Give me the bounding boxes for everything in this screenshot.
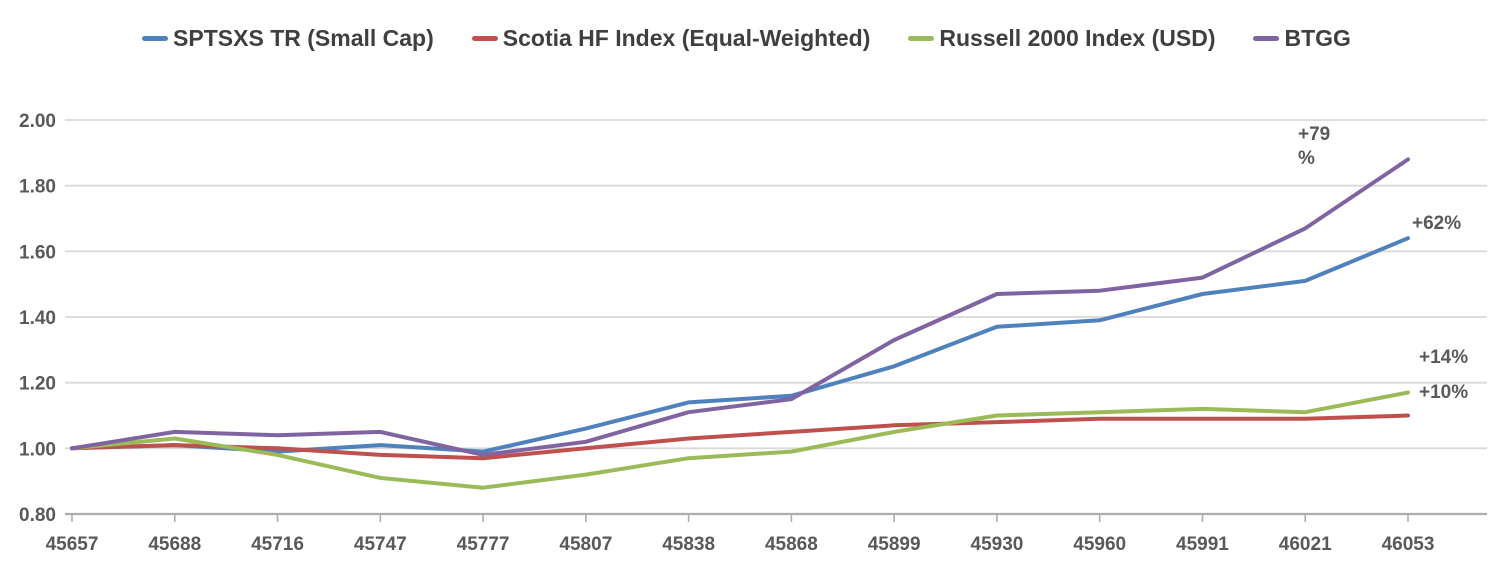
x-tick-label: 45838 bbox=[662, 534, 715, 555]
x-tick-label: 45777 bbox=[457, 534, 510, 555]
chart-legend: SPTSXS TR (Small Cap) Scotia HF Index (Eq… bbox=[0, 25, 1493, 52]
y-tick-label: 1.60 bbox=[19, 242, 56, 263]
y-tick-label: 0.80 bbox=[19, 505, 56, 526]
x-axis-ticks bbox=[71, 514, 1409, 522]
y-tick-label: 1.20 bbox=[19, 374, 56, 395]
x-tick-label: 46053 bbox=[1382, 534, 1435, 555]
x-tick-label: 45657 bbox=[46, 534, 99, 555]
legend-swatch-icon bbox=[471, 36, 498, 41]
data-label-annotation-0: +79 % bbox=[1298, 124, 1331, 169]
legend-label: Russell 2000 Index (USD) bbox=[939, 25, 1216, 51]
y-tick-label: 1.80 bbox=[19, 177, 56, 198]
legend-item-2: Russell 2000 Index (USD) bbox=[908, 25, 1215, 52]
y-tick-label: 2.00 bbox=[19, 111, 56, 132]
legend-label: Scotia HF Index (Equal-Weighted) bbox=[502, 25, 871, 51]
legend-swatch-icon bbox=[142, 36, 169, 41]
legend-label: BTGG bbox=[1284, 25, 1351, 51]
x-tick-label: 45899 bbox=[868, 534, 921, 555]
x-tick-label: 45930 bbox=[971, 534, 1024, 555]
x-tick-label: 45747 bbox=[354, 534, 407, 555]
x-tick-label: 45716 bbox=[251, 534, 304, 555]
data-label-annotation-2: +14% bbox=[1419, 347, 1469, 368]
series-line-russell-2000-index-usd bbox=[70, 390, 1410, 490]
legend-swatch-icon bbox=[1253, 36, 1280, 41]
legend-swatch-icon bbox=[908, 36, 935, 41]
data-label-annotation-1: +62% bbox=[1412, 213, 1462, 234]
y-tick-label: 1.40 bbox=[19, 308, 56, 329]
x-tick-label: 45960 bbox=[1073, 534, 1126, 555]
legend-label: SPTSXS TR (Small Cap) bbox=[173, 25, 434, 51]
x-tick-label: 45991 bbox=[1176, 534, 1229, 555]
legend-item-1: Scotia HF Index (Equal-Weighted) bbox=[471, 25, 871, 52]
data-label-annotation-3: +10% bbox=[1419, 382, 1469, 403]
x-tick-label: 45688 bbox=[148, 534, 201, 555]
series-line-scotia-hf-index-equal-weighted bbox=[70, 413, 1410, 461]
x-axis-labels: 45657 45688 45716 45747 45777 45807 45838 45868… bbox=[46, 534, 1435, 555]
y-tick-label: 1.00 bbox=[19, 439, 56, 460]
x-tick-label: 46021 bbox=[1279, 534, 1332, 555]
x-tick-label: 45868 bbox=[765, 534, 818, 555]
legend-item-3: BTGG bbox=[1253, 25, 1351, 52]
x-tick-label: 45807 bbox=[559, 534, 612, 555]
legend-item-0: SPTSXS TR (Small Cap) bbox=[142, 25, 434, 52]
y-axis-labels: 0.80 1.00 1.20 1.40 1.60 1.80 2.00 bbox=[19, 111, 56, 526]
series-line-btgg bbox=[70, 157, 1410, 457]
